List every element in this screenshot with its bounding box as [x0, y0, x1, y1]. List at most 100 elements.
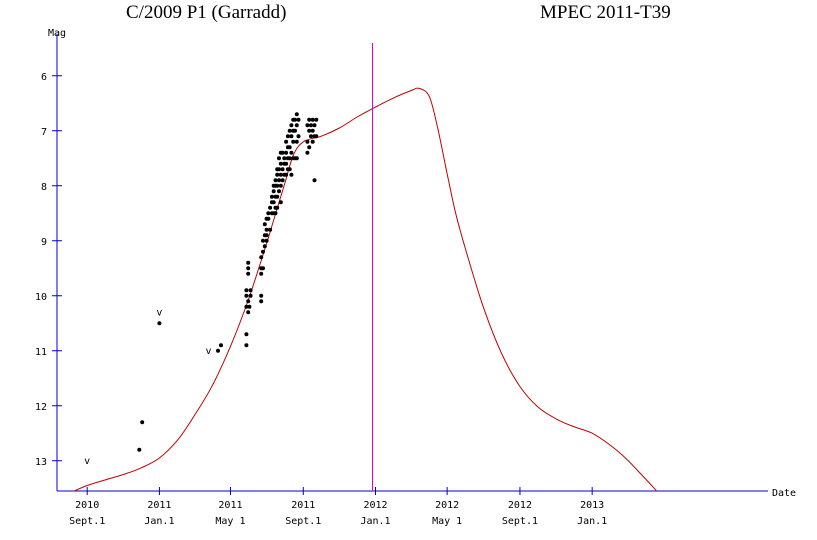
- observation-point: [261, 266, 265, 271]
- upper-limit-mark: v: [84, 456, 90, 467]
- observation-point: [246, 260, 251, 265]
- observation-point: [275, 183, 280, 188]
- observation-point: [219, 343, 223, 348]
- observation-point: [307, 145, 312, 150]
- observation-point: [244, 332, 249, 337]
- observation-point: [284, 161, 289, 166]
- observation-point: [280, 167, 285, 172]
- y-tick-label: 8: [41, 182, 47, 193]
- observation-point: [287, 156, 292, 161]
- observation-point: [259, 299, 264, 304]
- observation-point: [264, 233, 269, 238]
- observation-point: [266, 211, 271, 216]
- x-tick-day: Sept.1: [285, 516, 321, 527]
- observation-point: [285, 134, 290, 139]
- observation-point: [305, 139, 310, 144]
- axis-labels: Mag Date 6 7 8 9 10 11 12 13 2010 Sept.1 2011 Jan.1 20…: [35, 28, 796, 527]
- observation-point: [287, 167, 292, 172]
- x-tick-day: May 1: [432, 516, 462, 527]
- observation-point: [268, 227, 273, 232]
- observation-point: [296, 117, 301, 122]
- observation-point: [277, 156, 281, 161]
- observation-point: [269, 194, 274, 199]
- observation-point: [244, 304, 249, 309]
- observation-point: [284, 150, 289, 155]
- observation-point: [275, 205, 280, 210]
- observation-point: [284, 139, 289, 144]
- observation-point: [259, 293, 264, 298]
- observation-point: [293, 117, 297, 122]
- observation-point: [289, 123, 294, 128]
- observation-point: [246, 299, 251, 304]
- observation-point: [264, 238, 269, 243]
- observation-point: [273, 178, 278, 183]
- model-curve: [74, 87, 658, 492]
- x-tick-year: 2012: [363, 500, 387, 511]
- x-tick-day: Jan.1: [577, 516, 607, 527]
- observation-point: [309, 123, 313, 128]
- observation-point: [271, 189, 276, 194]
- observation-point: [273, 211, 278, 216]
- y-tick-label: 11: [35, 347, 47, 358]
- upper-limit-mark: v: [156, 307, 162, 318]
- observation-point: [275, 172, 280, 177]
- observation-point: [310, 128, 315, 133]
- observation-point: [246, 266, 251, 271]
- x-tick-day: Sept.1: [502, 516, 538, 527]
- y-tick-label: 9: [41, 237, 47, 248]
- observation-point: [310, 117, 315, 122]
- observation-point: [216, 348, 220, 353]
- observation-point: [291, 139, 296, 144]
- x-tick-day: May 1: [215, 516, 245, 527]
- observation-point: [268, 205, 273, 210]
- observation-point: [289, 172, 294, 177]
- x-tick-year: 2013: [580, 500, 604, 511]
- observation-point: [294, 112, 299, 117]
- observation-point: [277, 189, 281, 194]
- observation-point: [289, 134, 294, 139]
- observation-point: [248, 293, 253, 298]
- observation-points: v v v: [84, 112, 319, 467]
- observation-point: [244, 293, 249, 298]
- observation-point: [278, 183, 283, 188]
- observation-point: [157, 321, 162, 326]
- x-tick-year: 2012: [435, 500, 459, 511]
- observation-point: [312, 178, 317, 183]
- chart-title: C/2009 P1 (Garradd): [126, 2, 287, 23]
- observation-point: [266, 216, 271, 221]
- observation-point: [294, 123, 299, 128]
- x-tick-year: 2012: [508, 500, 532, 511]
- x-tick-year: 2011: [147, 500, 171, 511]
- upper-limit-mark: v: [206, 346, 212, 357]
- observation-point: [307, 117, 312, 122]
- observation-point: [294, 139, 299, 144]
- observation-point: [247, 304, 252, 309]
- x-tick-day: Jan.1: [360, 516, 390, 527]
- observation-point: [277, 178, 281, 183]
- observation-point: [140, 420, 145, 425]
- observation-point: [259, 255, 264, 260]
- observation-point: [307, 128, 312, 133]
- observation-point: [294, 156, 299, 161]
- observation-point: [248, 288, 253, 293]
- x-tick-day: Jan.1: [144, 516, 174, 527]
- x-tick-day: Sept.1: [69, 516, 105, 527]
- observation-point: [278, 161, 283, 166]
- observation-point: [262, 244, 267, 249]
- y-tick-label: 7: [41, 127, 47, 138]
- observation-point: [314, 117, 319, 122]
- observation-point: [278, 172, 283, 177]
- observation-point: [244, 343, 249, 348]
- y-tick-label: 6: [41, 72, 47, 83]
- observation-point: [137, 447, 142, 452]
- axes: [52, 34, 768, 495]
- y-tick-label: 13: [35, 457, 47, 468]
- y-axis-label: Mag: [48, 28, 66, 39]
- observation-point: [287, 128, 292, 133]
- observation-point: [261, 249, 265, 254]
- observation-point: [246, 310, 251, 315]
- observation-point: [289, 150, 294, 155]
- observation-point: [310, 139, 315, 144]
- chart-subtitle: MPEC 2011-T39: [540, 2, 671, 23]
